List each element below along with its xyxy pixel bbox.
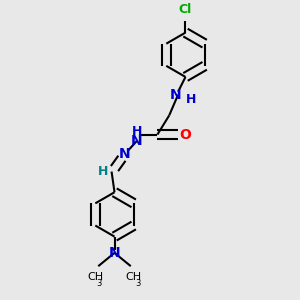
- Text: H: H: [131, 125, 142, 138]
- Text: N: N: [119, 147, 131, 161]
- Text: 3: 3: [135, 279, 141, 288]
- Text: H: H: [186, 93, 197, 106]
- Text: 3: 3: [97, 279, 102, 288]
- Text: N: N: [169, 88, 181, 102]
- Text: CH: CH: [126, 272, 142, 282]
- Text: CH: CH: [87, 272, 104, 282]
- Text: N: N: [109, 246, 120, 260]
- Text: O: O: [179, 128, 191, 142]
- Text: Cl: Cl: [179, 3, 192, 16]
- Text: H: H: [98, 165, 108, 178]
- Text: N: N: [131, 134, 142, 148]
